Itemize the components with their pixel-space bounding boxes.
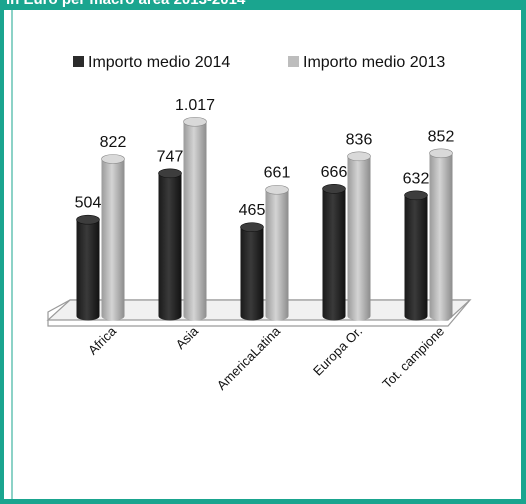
data-label-1-4: 852 — [428, 128, 455, 145]
bar-cap — [429, 148, 453, 159]
bars-group — [76, 116, 453, 321]
bar-base — [183, 311, 207, 321]
x-tick-label-0: Africa — [85, 323, 120, 358]
bar-base — [101, 311, 125, 321]
bar-base — [158, 311, 182, 321]
frame-bottom-border — [0, 499, 526, 504]
bar-base — [240, 311, 264, 321]
data-label-0-4: 632 — [403, 170, 430, 187]
bar-1-3 — [347, 151, 371, 321]
legend-swatch-2013 — [288, 56, 299, 67]
bar-body — [158, 173, 182, 316]
header-text: in Euro per macro area 2013-2014 — [6, 0, 246, 8]
x-tick-label-1: Asia — [173, 323, 202, 352]
bar-cap — [76, 214, 100, 225]
bar-body — [404, 195, 428, 316]
bar-cap — [183, 116, 207, 127]
bar-cap — [347, 151, 371, 162]
bar-1-1 — [183, 116, 207, 321]
data-label-1-3: 836 — [346, 131, 373, 148]
bar-0-4 — [404, 190, 428, 321]
bar-cap — [101, 154, 125, 164]
bar-base — [404, 311, 428, 321]
bar-base — [429, 311, 453, 321]
bar-body — [322, 188, 346, 316]
bar-0-3 — [322, 183, 346, 321]
data-label-0-0: 504 — [75, 195, 102, 212]
data-label-0-3: 666 — [321, 164, 348, 181]
bar-1-4 — [429, 148, 453, 321]
bar-body — [183, 121, 207, 317]
bar-cap — [322, 183, 346, 194]
x-tick-label-4: Tot. campione — [379, 324, 447, 392]
bar-0-0 — [76, 214, 100, 321]
bar-1-2 — [265, 184, 289, 321]
data-label-0-2: 465 — [239, 202, 266, 219]
frame-right-border — [521, 0, 526, 504]
bar-base — [76, 311, 100, 321]
legend-label-2013: Importo medio 2013 — [303, 54, 445, 71]
bar-cap — [158, 168, 182, 179]
frame-left-border — [0, 0, 4, 504]
bar-body — [265, 189, 289, 316]
x-tick-label-3: Europa Or. — [310, 324, 365, 379]
chart-floor — [47, 299, 472, 327]
bar-base — [265, 311, 289, 321]
bar-0-2 — [240, 222, 264, 321]
x-tick-label-2: AmericaLatina — [214, 323, 284, 393]
bar-body — [429, 153, 453, 316]
bar-cap — [404, 190, 428, 201]
data-labels-group: 504 822 747 1.017 465 661 666 836 632 852 — [75, 97, 455, 219]
bar-base — [322, 311, 346, 321]
bar-cap — [240, 222, 264, 232]
bar-base — [347, 311, 371, 321]
legend-swatch-2014 — [73, 56, 84, 67]
header-bar — [0, 0, 526, 10]
bar-0-1 — [158, 168, 182, 321]
data-label-1-0: 822 — [100, 134, 127, 151]
data-label-1-2: 661 — [264, 165, 291, 182]
bar-body — [240, 227, 264, 316]
bar-1-0 — [101, 154, 125, 321]
legend-label-2014: Importo medio 2014 — [88, 54, 230, 71]
legend: Importo medio 2014 Importo medio 2013 — [73, 54, 445, 71]
bar-body — [347, 156, 371, 316]
tick-labels-group: Africa Asia AmericaLatina Europa Or. Tot. ca… — [85, 323, 447, 393]
data-label-1-1: 1.017 — [175, 97, 215, 114]
data-label-0-1: 747 — [157, 148, 184, 165]
bar-body — [76, 219, 100, 316]
bar-body — [101, 158, 125, 316]
bar-cap — [265, 184, 289, 195]
